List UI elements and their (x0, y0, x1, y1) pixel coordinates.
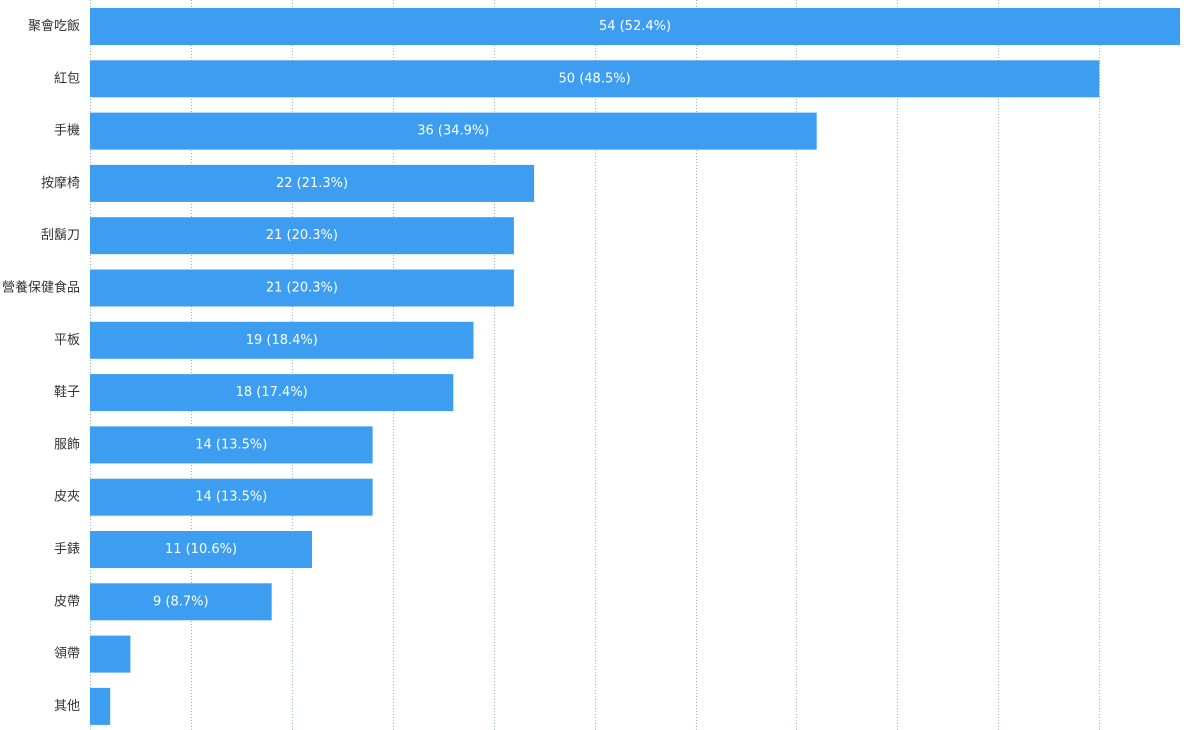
bar-data-label: 22 (21.3%) (276, 176, 348, 191)
category-tick-label: 服飾 (54, 437, 80, 452)
label-layer: 聚會吃飯 54 (52.4%) 紅包 50 (48.5%) 手機 36 (34.9%) 按摩… (2, 18, 671, 714)
bar-layer (90, 8, 1180, 725)
category-tick-label: 其他 (54, 699, 80, 714)
bar-data-label: 14 (13.5%) (195, 437, 267, 452)
bar[interactable] (90, 321, 474, 359)
bar[interactable] (90, 583, 272, 621)
bar[interactable] (90, 426, 373, 464)
category-tick-label: 皮夾 (54, 490, 80, 505)
category-tick-label: 聚會吃飯 (28, 18, 80, 34)
grid-layer (90, 0, 1100, 730)
bar-data-label: 21 (20.3%) (266, 281, 338, 296)
bar[interactable] (90, 478, 373, 516)
bar[interactable] (90, 60, 1100, 98)
bar[interactable] (90, 687, 111, 725)
bar-data-label: 50 (48.5%) (559, 71, 631, 86)
category-tick-label: 刮鬍刀 (41, 228, 80, 243)
bar[interactable] (90, 531, 312, 568)
bar[interactable] (90, 635, 131, 673)
category-tick-label: 紅包 (54, 71, 80, 86)
bar-data-label: 18 (17.4%) (236, 385, 308, 400)
bar[interactable] (90, 217, 514, 255)
category-tick-label: 皮帶 (54, 594, 80, 609)
category-tick-label: 平板 (54, 333, 80, 348)
bar[interactable] (90, 374, 454, 412)
category-tick-label: 手機 (54, 124, 80, 139)
bar-data-label: 54 (52.4%) (599, 19, 671, 34)
bar[interactable] (90, 164, 535, 202)
category-tick-label: 營養保健食品 (2, 280, 80, 296)
bar-data-label: 19 (18.4%) (246, 333, 318, 348)
bar-data-label: 11 (10.6%) (165, 542, 237, 557)
category-tick-label: 領帶 (54, 646, 80, 662)
bar-data-label: 9 (8.7%) (153, 594, 209, 609)
bar[interactable] (90, 112, 817, 150)
category-tick-label: 按摩椅 (41, 175, 80, 191)
bar-data-label: 21 (20.3%) (266, 228, 338, 243)
bar[interactable] (90, 269, 514, 307)
bar-data-label: 14 (13.5%) (195, 490, 267, 505)
category-tick-label: 鞋子 (54, 384, 80, 400)
bar[interactable] (90, 8, 1180, 45)
category-tick-label: 手錶 (54, 542, 80, 557)
bar-data-label: 36 (34.9%) (417, 124, 489, 139)
